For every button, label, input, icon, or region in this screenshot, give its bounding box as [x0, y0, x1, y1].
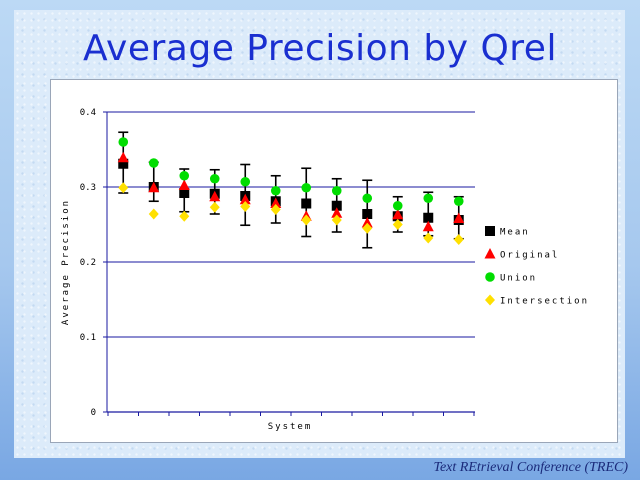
union-point: [179, 170, 190, 181]
intersection-point: [118, 182, 129, 194]
y-tick-label: 0.4: [80, 108, 96, 118]
union-point: [331, 185, 342, 196]
y-axis-label: Average Precision: [61, 199, 71, 325]
legend-label-union: Union: [500, 274, 537, 284]
mean-point: [118, 158, 129, 169]
intersection-point: [179, 210, 190, 222]
original-point: [117, 151, 129, 163]
y-tick-labels: 0 0.1 0.2 0.3 0.4: [80, 108, 96, 418]
original-point: [270, 197, 282, 208]
legend-marker-original: [484, 248, 496, 259]
union-point: [209, 173, 220, 184]
union-point: [270, 185, 281, 196]
legend: Mean Original Union Intersection: [484, 226, 589, 307]
footer-credit: Text REtrieval Conference (TREC): [433, 460, 628, 475]
error-bars: [118, 131, 464, 249]
intersection-point: [301, 214, 312, 226]
original-point: [148, 181, 160, 193]
original-point: [239, 193, 251, 205]
axes: [103, 111, 475, 416]
original-point: [178, 179, 190, 190]
intersection-point: [453, 234, 464, 245]
y-tick-label: 0.2: [80, 258, 96, 268]
union-point: [148, 158, 159, 168]
intersection-point: [270, 204, 281, 215]
legend-label-intersection: Intersection: [500, 297, 589, 307]
original-point: [209, 190, 221, 202]
legend-marker-union: [485, 272, 495, 282]
intersection-point: [362, 222, 373, 234]
intersection-point: [148, 208, 159, 220]
y-tick-label: 0: [91, 408, 96, 418]
legend-marker-intersection: [485, 294, 495, 306]
union-point: [453, 196, 464, 207]
gridlines: [107, 111, 475, 338]
legend-label-original: Original: [500, 251, 559, 261]
mean-point: [301, 198, 312, 209]
y-tick-label: 0.3: [80, 183, 96, 193]
original-point: [331, 207, 343, 218]
data-points: [117, 137, 465, 245]
original-point: [392, 208, 404, 220]
x-axis-label: System: [268, 422, 313, 432]
union-point: [301, 182, 312, 193]
legend-marker-mean: [485, 226, 495, 236]
union-point: [118, 137, 129, 147]
intersection-point: [331, 214, 342, 226]
slide-title: Average Precision by Qrel: [83, 28, 557, 69]
mean-point: [179, 188, 190, 198]
legend-label-mean: Mean: [500, 228, 530, 238]
intersection-point: [392, 219, 403, 230]
union-point: [362, 193, 373, 204]
mean-point: [423, 212, 434, 223]
y-tick-label: 0.1: [80, 333, 96, 343]
intersection-point: [209, 201, 220, 213]
union-point: [240, 176, 251, 187]
mean-point: [362, 209, 373, 219]
mean-point: [331, 200, 342, 211]
original-point: [361, 217, 373, 228]
chart-area: [50, 79, 618, 443]
original-point: [422, 220, 434, 232]
original-point: [453, 212, 465, 223]
union-point: [423, 193, 434, 204]
intersection-point: [423, 232, 434, 244]
union-point: [392, 200, 403, 211]
intersection-point: [240, 201, 251, 212]
